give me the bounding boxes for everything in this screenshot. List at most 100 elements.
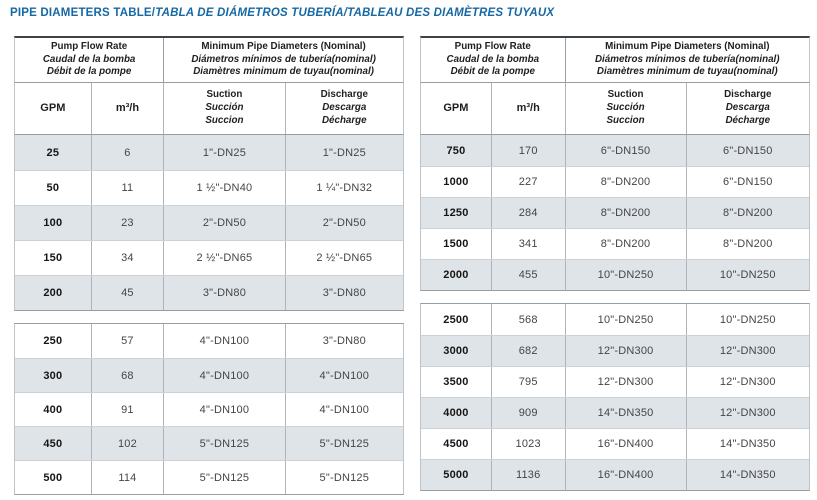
header-min-pipe-diameters: Minimum Pipe Diameters (Nominal) Diámetr… — [564, 38, 809, 82]
header-line: GPM — [443, 102, 469, 115]
cell-suction: 14"-DN350 — [564, 398, 686, 428]
column-header-suction: Suction Succión Succion — [163, 83, 284, 134]
column-header-row: GPM m³/h Suction Succión Succion Dischar… — [420, 83, 810, 135]
header-line: Caudal de la bomba — [446, 53, 540, 65]
header-line: Discharge — [724, 89, 772, 101]
cell-m3h: 682 — [490, 336, 565, 366]
cell-m3h: 284 — [490, 198, 565, 228]
table-row: 100 23 2"-DN50 2"-DN50 — [15, 205, 403, 240]
cell-discharge: 2"-DN50 — [284, 206, 403, 240]
cell-m3h: 1023 — [490, 429, 565, 459]
cell-gpm: 2000 — [443, 269, 469, 281]
title-translations: TABLA DE DIÁMETROS TUBERÍA/TABLEAU DES D… — [155, 7, 555, 19]
table-row: 1250 284 8"-DN200 8"-DN200 — [421, 197, 809, 228]
cell-suction: 8"-DN200 — [564, 198, 686, 228]
cell-discharge: 14"-DN350 — [685, 429, 809, 459]
table-row: 50 11 1 ½"-DN40 1 ¼"-DN32 — [15, 170, 403, 205]
cell-suction: 8"-DN200 — [564, 229, 686, 259]
title-main: PIPE DIAMETERS TABLE/ — [10, 7, 156, 19]
cell-discharge: 5"-DN125 — [284, 427, 403, 460]
cell-m3h: 341 — [490, 229, 565, 259]
header-line: Diámetros mínimos de tubería(nominal) — [191, 53, 376, 65]
cell-gpm: 500 — [43, 471, 63, 484]
header-line: Diamètres minimum de tuyau(nominal) — [193, 66, 374, 78]
header-line: Caudal de la bomba — [42, 53, 136, 65]
header-line: Descarga — [725, 102, 770, 114]
cell-suction: 12"-DN300 — [564, 336, 686, 366]
table-row: 25 6 1"-DN25 1"-DN25 — [15, 135, 403, 170]
column-header-m3h: m³/h — [90, 83, 164, 134]
header-line: Décharge — [725, 114, 771, 126]
cell-gpm: 100 — [43, 217, 63, 229]
cell-gpm: 50 — [46, 182, 60, 194]
cell-suction: 2"-DN50 — [163, 206, 284, 240]
cell-discharge: 3"-DN80 — [284, 276, 403, 310]
section-gap — [14, 311, 404, 323]
cell-m3h: 1136 — [490, 460, 565, 490]
cell-suction: 1 ½"-DN40 — [163, 171, 284, 205]
cell-m3h: 23 — [90, 206, 164, 240]
cell-discharge: 12"-DN300 — [685, 336, 809, 366]
column-header-discharge: Discharge Descarga Décharge — [685, 83, 809, 134]
cell-gpm: 4500 — [443, 438, 469, 450]
cell-discharge: 4"-DN100 — [284, 393, 403, 426]
cell-discharge: 5"-DN125 — [284, 461, 403, 494]
header-line: Suction — [206, 89, 243, 101]
table-section: 750 170 6"-DN150 6"-DN150 1000 227 8"-DN200 6"-… — [420, 135, 810, 291]
cell-discharge: 1 ¼"-DN32 — [284, 171, 403, 205]
cell-m3h: 170 — [490, 135, 565, 166]
tables-container: Pump Flow Rate Caudal de la bomba Débit … — [14, 36, 810, 495]
header-line: m³/h — [516, 102, 540, 115]
header-min-pipe-diameters: Minimum Pipe Diameters (Nominal) Diámetr… — [163, 38, 403, 82]
cell-discharge: 8"-DN200 — [685, 229, 809, 259]
header-line: Débit de la pompe — [46, 66, 132, 78]
table-row: 400 91 4"-DN100 4"-DN100 — [15, 392, 403, 426]
cell-gpm: 2500 — [443, 313, 469, 326]
cell-discharge: 2 ½"-DN65 — [284, 241, 403, 275]
cell-m3h: 45 — [90, 276, 164, 310]
cell-suction: 4"-DN100 — [163, 393, 284, 426]
table-row: 200 45 3"-DN80 3"-DN80 — [15, 275, 403, 310]
table-row: 4500 1023 16"-DN400 14"-DN350 — [421, 428, 809, 459]
cell-discharge: 12"-DN300 — [685, 398, 809, 428]
cell-suction: 5"-DN125 — [163, 427, 284, 460]
cell-gpm: 200 — [43, 287, 63, 299]
table-row: 3500 795 12"-DN300 12"-DN300 — [421, 366, 809, 397]
cell-gpm: 3500 — [443, 376, 469, 388]
header-line: Diamètres minimum de tuyau(nominal) — [596, 66, 778, 78]
cell-discharge: 8"-DN200 — [685, 198, 809, 228]
cell-gpm: 5000 — [443, 469, 469, 481]
header-line: Pump Flow Rate — [50, 40, 128, 52]
header-group-row: Pump Flow Rate Caudal de la bomba Débit … — [420, 36, 810, 83]
cell-discharge: 10"-DN250 — [685, 304, 809, 335]
cell-m3h: 114 — [90, 461, 164, 494]
cell-suction: 16"-DN400 — [564, 460, 686, 490]
table-row: 750 170 6"-DN150 6"-DN150 — [421, 135, 809, 166]
cell-m3h: 91 — [90, 393, 164, 426]
table-row: 1000 227 8"-DN200 6"-DN150 — [421, 166, 809, 197]
table-row: 450 102 5"-DN125 5"-DN125 — [15, 426, 403, 460]
section-gap — [420, 291, 810, 303]
cell-suction: 2 ½"-DN65 — [163, 241, 284, 275]
table-row: 250 57 4"-DN100 3"-DN80 — [15, 324, 403, 358]
cell-gpm: 450 — [43, 437, 63, 450]
cell-gpm: 400 — [43, 403, 63, 416]
header-line: m³/h — [115, 102, 140, 115]
table-section: 2500 568 10"-DN250 10"-DN250 3000 682 12"-DN30… — [420, 303, 810, 491]
header-pump-flow-rate: Pump Flow Rate Caudal de la bomba Débit … — [421, 38, 565, 82]
cell-m3h: 568 — [490, 304, 565, 335]
header-line: Pump Flow Rate — [454, 40, 531, 52]
cell-discharge: 6"-DN150 — [685, 167, 809, 197]
header-line: Débit de la pompe — [450, 66, 535, 78]
pipe-table-right: Pump Flow Rate Caudal de la bomba Débit … — [420, 36, 810, 495]
cell-m3h: 34 — [90, 241, 164, 275]
pipe-table-left: Pump Flow Rate Caudal de la bomba Débit … — [14, 36, 404, 495]
cell-m3h: 102 — [90, 427, 164, 460]
cell-suction: 5"-DN125 — [163, 461, 284, 494]
cell-suction: 4"-DN100 — [163, 359, 284, 392]
cell-m3h: 909 — [490, 398, 565, 428]
column-header-gpm: GPM — [421, 83, 491, 134]
header-line: Diámetros mínimos de tubería(nominal) — [594, 53, 780, 65]
cell-suction: 16"-DN400 — [564, 429, 686, 459]
